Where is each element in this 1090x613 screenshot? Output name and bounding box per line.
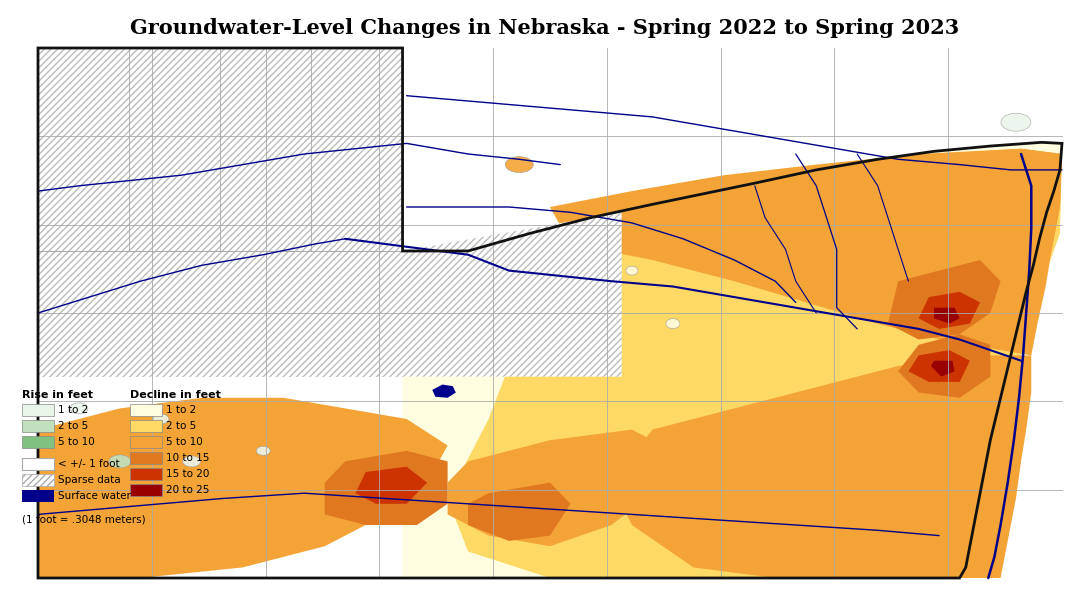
Bar [130,420,162,432]
Ellipse shape [102,362,117,370]
Bar [22,404,54,416]
Ellipse shape [666,319,680,329]
Bar [130,436,162,448]
Bar [130,404,162,416]
Polygon shape [468,482,570,541]
Ellipse shape [595,351,607,360]
Polygon shape [837,149,1062,350]
Text: Rise in feet: Rise in feet [22,390,93,400]
Bar [22,458,54,470]
Bar [130,484,162,496]
Text: Decline in feet: Decline in feet [130,390,221,400]
Ellipse shape [49,350,68,361]
Ellipse shape [170,137,192,150]
Text: 10 to 15: 10 to 15 [166,453,209,463]
Polygon shape [38,48,1062,578]
Ellipse shape [305,202,324,213]
Polygon shape [908,350,970,382]
Ellipse shape [72,108,86,116]
Ellipse shape [201,115,223,129]
Polygon shape [931,360,955,376]
Polygon shape [433,384,456,398]
Ellipse shape [69,307,89,319]
Ellipse shape [506,156,533,173]
Polygon shape [325,451,448,525]
Polygon shape [919,292,980,329]
Ellipse shape [87,189,112,204]
Ellipse shape [126,120,155,135]
Ellipse shape [256,446,270,455]
Ellipse shape [90,139,108,148]
Ellipse shape [247,224,279,243]
Bar [22,474,54,486]
Ellipse shape [252,158,276,171]
Ellipse shape [70,403,88,414]
Polygon shape [38,48,402,251]
Polygon shape [38,398,448,578]
Ellipse shape [109,455,131,468]
Text: 5 to 10: 5 to 10 [58,437,95,447]
Bar [130,452,162,464]
Polygon shape [38,251,402,376]
Ellipse shape [317,319,331,328]
Text: Groundwater-Level Changes in Nebraska - Spring 2022 to Spring 2023: Groundwater-Level Changes in Nebraska - … [131,18,959,38]
Text: (1 foot = .3048 meters): (1 foot = .3048 meters) [22,514,146,524]
Ellipse shape [49,170,88,191]
Polygon shape [448,154,1062,578]
Text: 1 to 2: 1 to 2 [58,405,88,415]
Polygon shape [550,149,1062,356]
Bar [22,436,54,448]
Polygon shape [888,260,1001,340]
Text: 1 to 2: 1 to 2 [166,405,196,415]
Ellipse shape [543,324,557,334]
Polygon shape [898,334,991,398]
Ellipse shape [238,283,247,290]
Text: 2 to 5: 2 to 5 [58,421,88,431]
Polygon shape [402,142,1062,578]
Text: 5 to 10: 5 to 10 [166,437,203,447]
Text: Sparse data: Sparse data [58,475,121,485]
Ellipse shape [566,287,576,296]
Ellipse shape [153,414,169,424]
Polygon shape [611,356,1031,578]
Text: < +/- 1 foot: < +/- 1 foot [58,459,120,469]
Ellipse shape [626,266,638,275]
Ellipse shape [319,87,329,94]
Text: 20 to 25: 20 to 25 [166,485,209,495]
Text: 2 to 5: 2 to 5 [166,421,196,431]
Ellipse shape [183,456,201,467]
Polygon shape [934,308,959,324]
Text: Surface water: Surface water [58,491,131,501]
Polygon shape [448,430,673,546]
Ellipse shape [1001,113,1031,131]
Ellipse shape [134,309,146,317]
Bar [130,468,162,480]
Bar [22,490,54,502]
Polygon shape [355,466,427,504]
Bar [22,420,54,432]
Ellipse shape [216,86,228,94]
Polygon shape [402,212,621,376]
Text: 15 to 20: 15 to 20 [166,469,209,479]
